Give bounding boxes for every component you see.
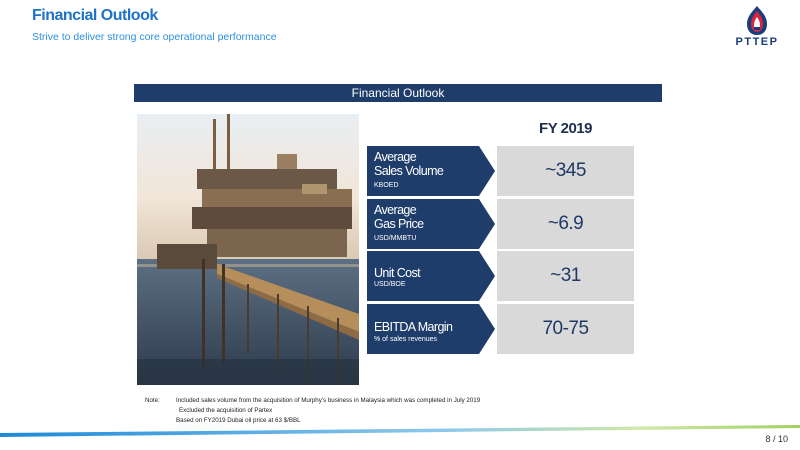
note-label: Note: <box>145 397 160 404</box>
metric-title: Unit Cost <box>374 266 421 280</box>
note-line: Based on FY2019 Dubai oil price at 63 $/… <box>176 417 301 424</box>
pttep-flame-logo-icon <box>747 6 767 35</box>
column-header: FY 2019 <box>539 120 592 137</box>
metric-unit: USD/MMBTU <box>374 235 417 242</box>
offshore-platform-photo <box>137 114 359 385</box>
metric-row-ebitda-margin: EBITDA Margin % of sales revenues 70-75 <box>367 304 634 354</box>
metric-label-box: Average Sales Volume KBOED <box>367 146 497 196</box>
note-line: Included sales volume from the acquisiti… <box>176 397 481 404</box>
metric-label-box: Unit Cost USD/BOE <box>367 251 497 301</box>
pttep-logo: PTTEP <box>722 5 792 49</box>
logo-text: PTTEP <box>735 36 779 48</box>
metric-title: Average <box>374 203 417 217</box>
note-line: Excluded the acquisition of Partex <box>179 407 273 414</box>
metric-unit: KBOED <box>374 182 399 189</box>
section-banner: Financial Outlook <box>134 84 662 102</box>
metric-title: EBITDA Margin <box>374 320 453 334</box>
metric-title: Sales Volume <box>374 164 444 178</box>
metric-label-box: EBITDA Margin % of sales revenues <box>367 304 497 354</box>
footer-decoration <box>0 424 800 437</box>
metric-unit: % of sales revenues <box>374 336 438 343</box>
metric-row-gas-price: Average Gas Price USD/MMBTU ~6.9 <box>367 199 634 249</box>
metric-value: ~6.9 <box>497 199 634 249</box>
metric-label-box: Average Gas Price USD/MMBTU <box>367 199 497 249</box>
metric-unit: USD/BOE <box>374 281 406 288</box>
metric-title: Gas Price <box>374 217 424 231</box>
metric-row-unit-cost: Unit Cost USD/BOE ~31 <box>367 251 634 301</box>
page-title: Financial Outlook <box>32 7 158 24</box>
page-subtitle: Strive to deliver strong core operationa… <box>32 31 277 43</box>
page-number: 8 / 10 <box>765 434 788 444</box>
metric-title: Average <box>374 150 417 164</box>
metric-value: 70-75 <box>497 304 634 354</box>
metric-row-sales-volume: Average Sales Volume KBOED ~345 <box>367 146 634 196</box>
metric-value: ~31 <box>497 251 634 301</box>
metric-value: ~345 <box>497 146 634 196</box>
